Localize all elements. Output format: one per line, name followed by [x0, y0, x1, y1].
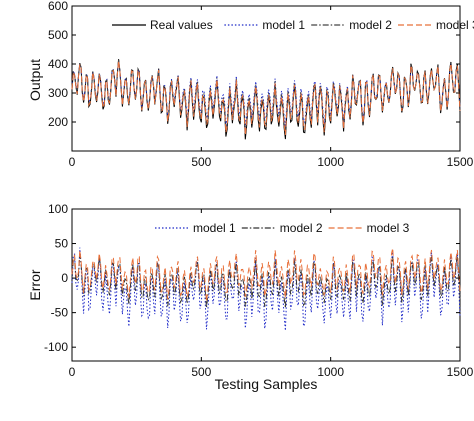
output-xtick-label: 0 — [69, 155, 76, 169]
output-xtick-label: 1500 — [447, 155, 474, 169]
output-legend-label: Real values — [150, 18, 213, 32]
error-ytick-label: 50 — [55, 237, 69, 251]
output-xtick-label: 1000 — [317, 155, 344, 169]
output-ticks: 0 500 1000 1500 200 300 400 500 600 — [48, 0, 474, 169]
error-legend-label: model 1 — [193, 221, 236, 235]
output-series-model-3 — [71, 60, 461, 136]
error-ytick-label: -100 — [44, 340, 68, 354]
error-xtick-label: 1500 — [447, 365, 474, 379]
error-chart: Error Testing Samples 0 500 1000 1500-100-5… — [27, 202, 474, 392]
error-series-model-1 — [71, 247, 461, 331]
output-ytick-label: 600 — [48, 0, 68, 13]
error-xtick-label: 1000 — [317, 365, 344, 379]
output-xtick-label: 500 — [191, 155, 211, 169]
output-legend-label: model 1 — [262, 18, 305, 32]
output-series-group — [71, 59, 461, 140]
error-legend: model 1 model 2 model 3 — [155, 221, 410, 235]
error-ticks: 0 500 1000 1500 -100 -50 0 50 100 — [44, 202, 474, 379]
error-series-group — [71, 247, 461, 331]
output-ytick-label: 300 — [48, 86, 68, 100]
error-ytick-label: 0 — [61, 271, 68, 285]
error-series-model-2 — [71, 253, 461, 309]
output-ylabel: Output — [27, 59, 43, 101]
output-ytick-label: 500 — [48, 28, 68, 42]
error-series-model-3 — [71, 248, 461, 302]
error-ylabel: Error — [27, 269, 43, 300]
output-ytick-label: 200 — [48, 115, 68, 129]
error-legend-label: model 3 — [367, 221, 410, 235]
error-xtick-label: 500 — [191, 365, 211, 379]
error-xtick-label: 0 — [69, 365, 76, 379]
error-legend-label: model 2 — [280, 221, 323, 235]
error-ytick-label: -50 — [51, 306, 69, 320]
output-legend: Real values model 1 model 2 model 3 — [112, 18, 474, 32]
output-chart: Output 0 500 1000 1500 200 300 400 500 600 Real … — [27, 0, 474, 169]
error-xlabel: Testing Samples — [215, 376, 318, 392]
output-ytick-label: 400 — [48, 57, 68, 71]
error-ytick-label: 100 — [48, 202, 68, 216]
output-legend-label: model 2 — [349, 18, 392, 32]
output-legend-label: model 3 — [436, 18, 474, 32]
